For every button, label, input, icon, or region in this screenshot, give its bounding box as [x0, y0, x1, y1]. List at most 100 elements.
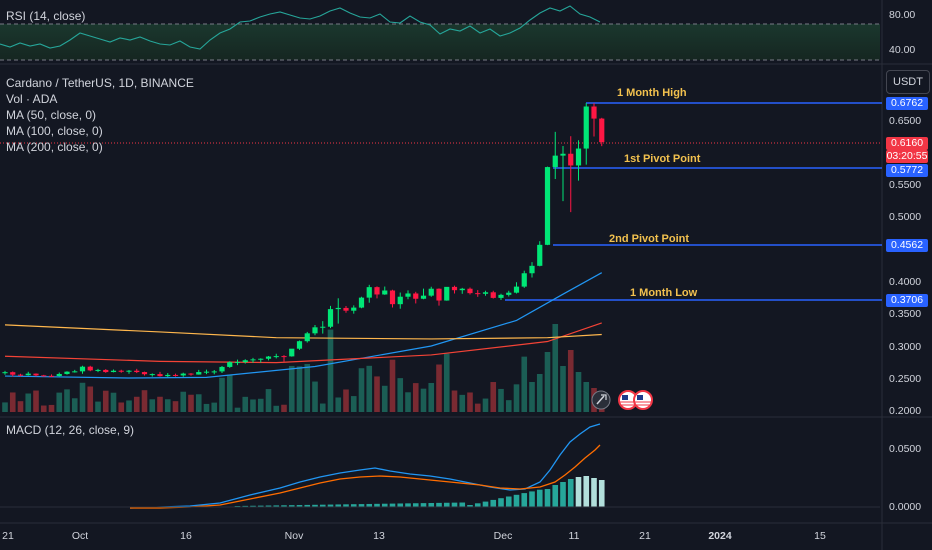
volume-bar [420, 388, 427, 412]
ma50-legend[interactable]: MA (50, close, 0) [6, 108, 97, 122]
candle-body[interactable] [180, 373, 186, 376]
replay-icon[interactable] [591, 390, 611, 410]
candle-body[interactable] [405, 293, 411, 297]
candle-body[interactable] [591, 106, 597, 119]
candle-body[interactable] [141, 372, 148, 375]
candle-body[interactable] [482, 292, 489, 294]
candle-body[interactable] [188, 373, 194, 375]
candle-body[interactable] [250, 359, 256, 361]
candle-body[interactable] [234, 362, 241, 364]
candle-body[interactable] [513, 286, 520, 293]
candle-body[interactable] [327, 309, 334, 327]
candle-body[interactable] [48, 375, 55, 377]
candle-body[interactable] [41, 375, 47, 377]
candle-body[interactable] [281, 356, 287, 358]
candle-body[interactable] [242, 360, 248, 363]
candle-body[interactable] [79, 366, 86, 372]
us-flag-icon[interactable] [633, 390, 653, 410]
candle-body[interactable] [413, 293, 419, 299]
candle-body[interactable] [87, 366, 93, 371]
candle-body[interactable] [506, 292, 512, 295]
rsi-indicator-label[interactable]: RSI (14, close) [6, 9, 86, 23]
candle-body[interactable] [475, 293, 481, 295]
candle-body[interactable] [428, 288, 434, 296]
candle-body[interactable] [103, 369, 109, 373]
candle-body[interactable] [444, 286, 450, 301]
candle-body[interactable] [343, 307, 349, 311]
candle-body[interactable] [389, 290, 396, 305]
candle-body[interactable] [467, 288, 473, 294]
candle-body[interactable] [498, 294, 504, 298]
candle-body[interactable] [118, 370, 124, 372]
ma200-legend[interactable]: MA (200, close, 0) [6, 140, 103, 154]
candle-body[interactable] [583, 106, 589, 149]
currency-selector[interactable]: USDT [886, 70, 930, 94]
candle-body[interactable] [560, 153, 566, 156]
volume-legend[interactable]: Vol · ADA [6, 92, 58, 106]
candle-body[interactable] [211, 371, 217, 373]
candle-body[interactable] [382, 290, 388, 295]
candle-body[interactable] [10, 372, 16, 375]
candle-body[interactable] [436, 288, 442, 301]
candle-body[interactable] [451, 286, 458, 291]
candle-body[interactable] [490, 292, 496, 298]
candle-body[interactable] [575, 148, 582, 166]
candle-body[interactable] [552, 155, 558, 168]
month-high-label: 1 Month High [617, 87, 687, 99]
candle-body[interactable] [165, 374, 171, 377]
candle-body[interactable] [335, 307, 341, 310]
ma100-legend[interactable]: MA (100, close, 0) [6, 124, 103, 138]
candle-body[interactable] [374, 287, 380, 295]
volume-bar [164, 399, 171, 412]
candle-body[interactable] [312, 327, 318, 334]
volume-bar [381, 385, 388, 412]
candle-body[interactable] [72, 371, 78, 373]
volume-bar [405, 392, 411, 412]
candle-body[interactable] [599, 118, 605, 143]
candle-body[interactable] [420, 295, 427, 299]
symbol-title[interactable]: Cardano / TetherUS, 1D, BINANCE [6, 76, 194, 90]
candle-body[interactable] [258, 358, 264, 360]
candle-body[interactable] [25, 373, 31, 376]
candle-body[interactable] [544, 167, 551, 245]
macd-indicator-label[interactable]: MACD (12, 26, close, 9) [6, 423, 135, 437]
candle-body[interactable] [157, 374, 163, 377]
candle-body[interactable] [110, 370, 117, 373]
candle-body[interactable] [521, 273, 527, 287]
volume-bar [296, 366, 303, 412]
candle-body[interactable] [351, 307, 357, 311]
candle-body[interactable] [320, 326, 326, 328]
candle-body[interactable] [56, 373, 62, 377]
candle-body[interactable] [2, 372, 8, 374]
candle-body[interactable] [304, 333, 310, 342]
candle-body[interactable] [397, 296, 403, 305]
candle-body[interactable] [568, 153, 574, 166]
candle-body[interactable] [459, 288, 465, 291]
candle-body[interactable] [172, 374, 179, 376]
volume-bar [567, 350, 574, 412]
candle-body[interactable] [33, 373, 39, 376]
candle-body[interactable] [289, 348, 295, 357]
candle-body[interactable] [265, 356, 272, 359]
macd-hist-bar [482, 501, 489, 507]
candle-body[interactable] [227, 362, 233, 367]
candle-body[interactable] [149, 374, 155, 376]
candle-body[interactable] [196, 372, 202, 375]
candle-body[interactable] [296, 341, 303, 349]
macd-hist-bar [389, 503, 396, 507]
candle-body[interactable] [358, 297, 365, 308]
candle-body[interactable] [17, 374, 24, 376]
candle-body[interactable] [126, 370, 132, 372]
candle-body[interactable] [219, 366, 225, 372]
candle-body[interactable] [134, 370, 140, 373]
candle-body[interactable] [273, 356, 279, 358]
macd-hist-bar [459, 502, 466, 507]
candle-body[interactable] [64, 371, 70, 374]
candle-body[interactable] [537, 244, 543, 266]
candle-body[interactable] [366, 287, 372, 298]
candle-body[interactable] [529, 265, 535, 274]
candle-body[interactable] [203, 371, 210, 373]
candles[interactable] [2, 103, 605, 377]
candle-body[interactable] [95, 369, 101, 371]
